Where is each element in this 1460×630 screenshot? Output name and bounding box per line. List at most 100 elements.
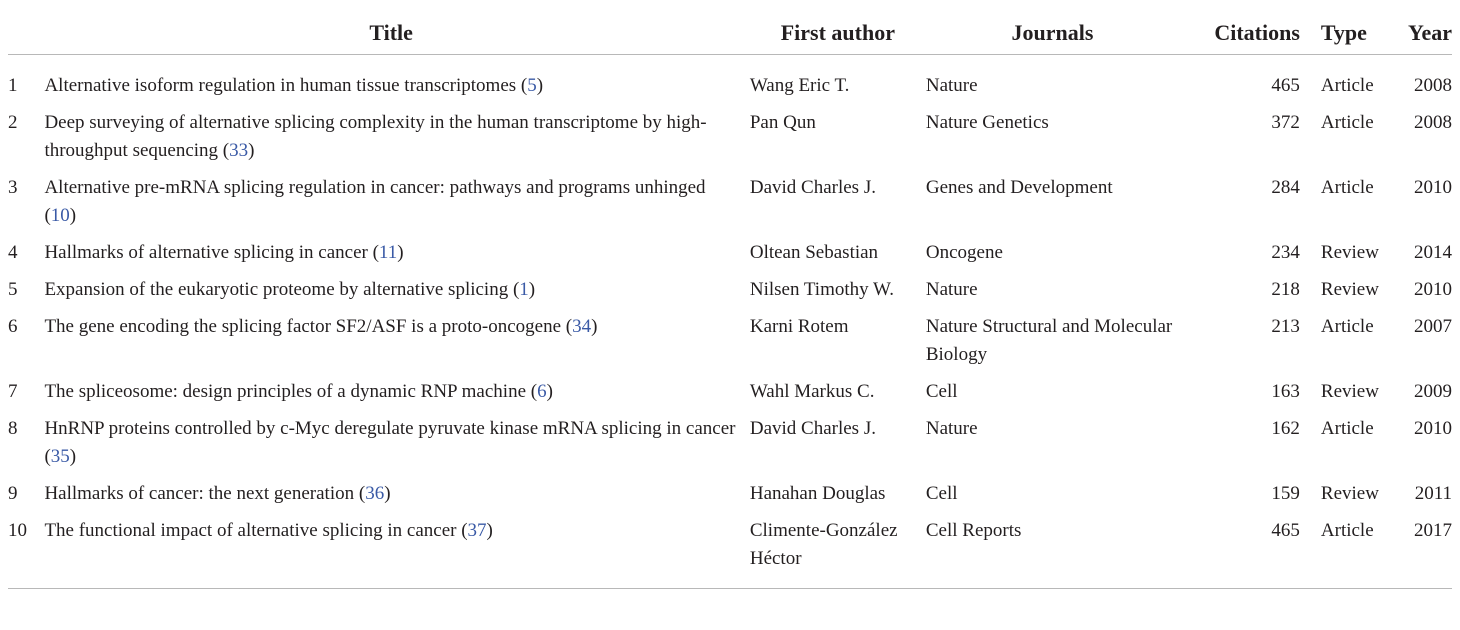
row-citations: 163 [1271,381,1300,402]
row-title: Alternative isoform regulation in human … [44,75,544,96]
row-title: The functional impact of alternative spl… [44,517,750,589]
title-text: Alternative pre-mRNA splicing regulation… [44,177,706,198]
row-type: Review [1320,242,1379,263]
row-journal: Cell Reports [925,517,1180,589]
header-type: Type [1311,0,1409,55]
table-row: 9 Hallmarks of cancer: the next generati… [8,480,1452,517]
row-journal: Nature [925,418,978,439]
header-title: Title [44,0,750,55]
header-row: Title First author Journals Citations Ty… [8,0,1452,55]
row-title: The gene encoding the splicing factor SF… [44,316,598,337]
row-title: Hallmarks of cancer: the next generation… [44,483,391,504]
table-row: 8 HnRNP proteins controlled by c-Myc der… [8,415,1452,480]
row-first-author: Oltean Sebastian [749,242,879,263]
row-first-author: Pan Qun [749,112,816,133]
row-citations: 162 [1271,418,1300,439]
row-year: 2010 [1414,279,1452,300]
table-body: 1 Alternative isoform regulation in huma… [8,55,1452,589]
row-title: Expansion of the eukaryotic proteome by … [44,279,536,300]
row-number: 5 [8,279,18,300]
row-title: The spliceosome: design principles of a … [44,381,553,402]
reference-link[interactable]: 1 [519,279,529,300]
row-type: Article [1311,517,1409,589]
reference-link[interactable]: 37 [467,520,487,541]
row-number: 1 [8,75,18,96]
row-type: Article [1320,75,1374,96]
row-number: 3 [8,177,18,198]
title-text: Expansion of the eukaryotic proteome by … [44,279,509,300]
row-citations: 284 [1271,177,1300,198]
reference-link[interactable]: 11 [378,242,398,263]
row-year: 2014 [1414,242,1452,263]
header-year: Year [1408,0,1452,55]
reference-link[interactable]: 35 [50,446,70,467]
title-text: The spliceosome: design principles of a … [44,381,527,402]
row-year: 2008 [1414,112,1452,133]
reference-link[interactable]: 33 [229,140,249,161]
row-first-author: Climente-González Héctor [749,517,926,589]
header-journals: Journals [925,0,1180,55]
row-type: Article [1320,418,1374,439]
row-first-author: Hanahan Douglas [749,483,886,504]
reference-link[interactable]: 5 [527,75,537,96]
row-first-author: David Charles J. [749,177,876,198]
row-journal: Genes and Development [925,177,1113,198]
row-year: 2009 [1414,381,1452,402]
table-header: Title First author Journals Citations Ty… [8,0,1452,55]
row-first-author: David Charles J. [749,418,876,439]
title-text: Alternative isoform regulation in human … [44,75,517,96]
reference-link[interactable]: 10 [50,205,70,226]
row-journal: Nature [925,75,978,96]
row-journal: Nature [925,279,978,300]
citations-table: Title First author Journals Citations Ty… [8,0,1452,589]
table-row: 7 The spliceosome: design principles of … [8,378,1452,415]
reference-link[interactable]: 36 [365,483,385,504]
row-year: 2007 [1414,316,1452,337]
row-journal: Cell [925,483,958,504]
row-year: 2017 [1408,517,1452,589]
row-first-author: Nilsen Timothy W. [749,279,894,300]
row-citations: 159 [1271,483,1300,504]
row-type: Review [1320,483,1379,504]
header-citations: Citations [1179,0,1312,55]
row-type: Review [1320,279,1379,300]
row-citations: 234 [1271,242,1300,263]
table-row: 6 The gene encoding the splicing factor … [8,313,1452,378]
title-text: Hallmarks of alternative splicing in can… [44,242,368,263]
title-text: The functional impact of alternative spl… [44,520,457,541]
row-first-author: Wang Eric T. [749,75,850,96]
row-citations: 372 [1271,112,1300,133]
table-row: 10 The functional impact of alternative … [8,517,1452,589]
row-year: 2008 [1414,75,1452,96]
row-number: 10 [8,517,45,589]
reference-link[interactable]: 34 [572,316,592,337]
row-number: 4 [8,242,18,263]
row-journal: Nature Structural and Molecular Biology [925,316,1173,365]
row-title: Deep surveying of alternative splicing c… [44,112,707,161]
row-citations: 465 [1271,75,1300,96]
table-row: 5 Expansion of the eukaryotic proteome b… [8,276,1452,313]
row-type: Article [1320,316,1374,337]
title-text: Hallmarks of cancer: the next generation [44,483,355,504]
row-year: 2011 [1414,483,1452,504]
title-text: HnRNP proteins controlled by c-Myc dereg… [44,418,736,439]
row-type: Article [1320,177,1374,198]
row-journal: Cell [925,381,958,402]
row-type: Review [1320,381,1379,402]
row-citations: 218 [1271,279,1300,300]
row-journal: Oncogene [925,242,1003,263]
table-row: 4 Hallmarks of alternative splicing in c… [8,239,1452,276]
row-title: HnRNP proteins controlled by c-Myc dereg… [44,418,736,467]
row-number: 2 [8,112,18,133]
row-first-author: Karni Rotem [749,316,849,337]
title-text: The gene encoding the splicing factor SF… [44,316,562,337]
row-year: 2010 [1414,177,1452,198]
row-number: 8 [8,418,18,439]
reference-link[interactable]: 6 [537,381,547,402]
header-number [8,0,45,55]
header-first-author: First author [749,0,926,55]
row-year: 2010 [1414,418,1452,439]
row-number: 6 [8,316,18,337]
row-title: Alternative pre-mRNA splicing regulation… [44,177,706,226]
